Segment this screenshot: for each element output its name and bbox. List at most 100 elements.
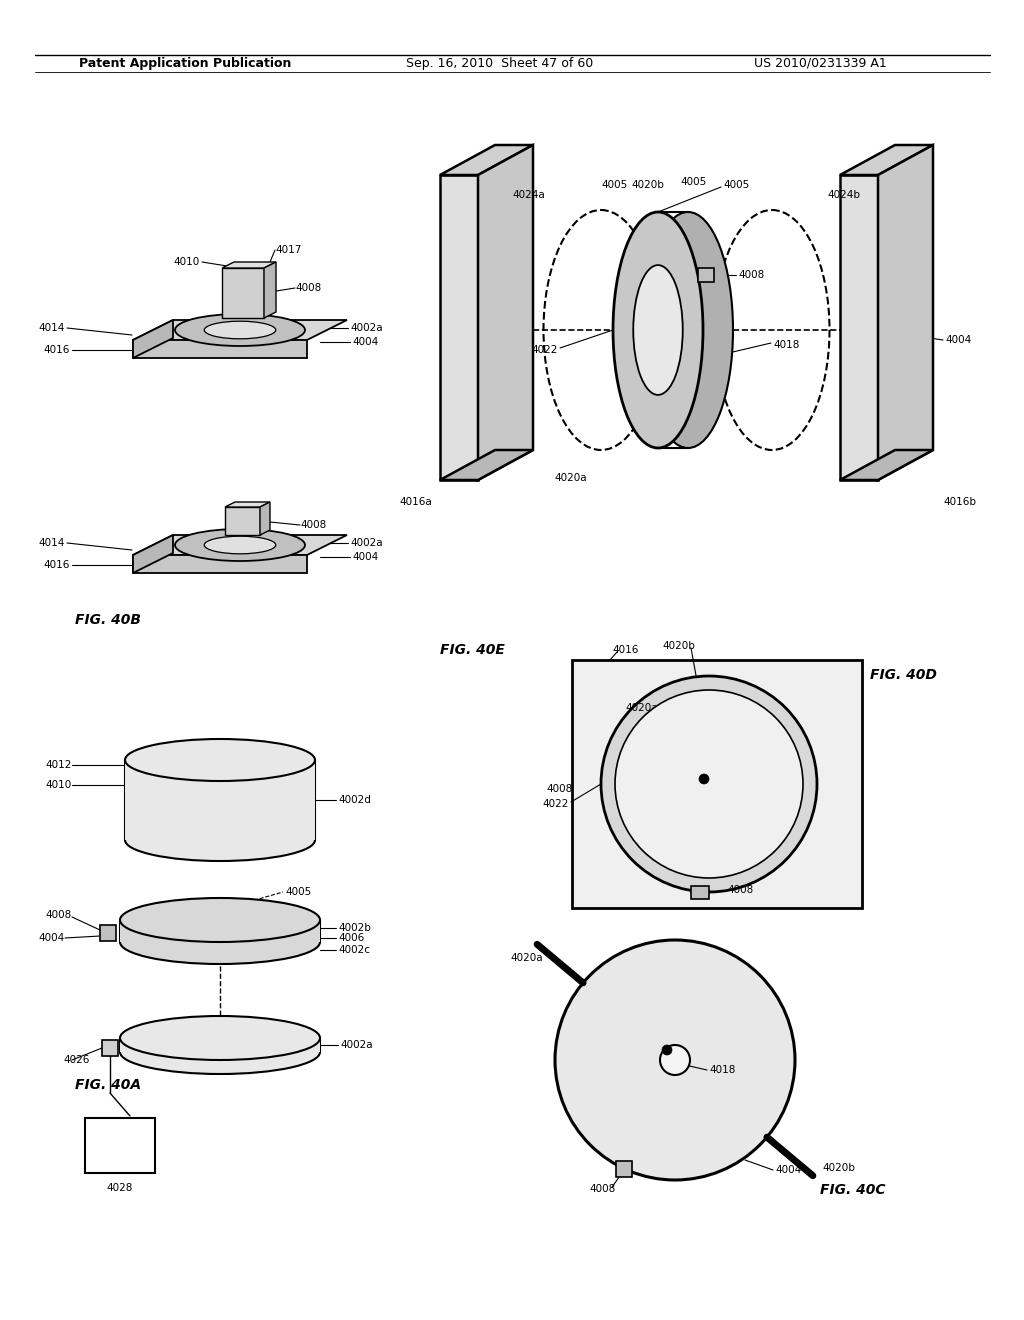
Polygon shape [478, 145, 534, 480]
Bar [690, 886, 709, 899]
Text: FIG. 40D: FIG. 40D [870, 668, 937, 682]
Ellipse shape [125, 739, 315, 781]
Polygon shape [440, 450, 534, 480]
Ellipse shape [613, 213, 703, 447]
Text: 4020a: 4020a [511, 953, 544, 964]
Circle shape [699, 774, 709, 784]
Text: 4020b: 4020b [663, 642, 695, 651]
Text: 4010: 4010 [174, 257, 200, 267]
Polygon shape [222, 268, 264, 318]
Text: 4028: 4028 [106, 1183, 133, 1193]
Polygon shape [440, 145, 534, 176]
Circle shape [615, 690, 803, 878]
Text: 4024b: 4024b [827, 190, 860, 201]
Text: 4002a: 4002a [350, 323, 383, 333]
Polygon shape [225, 502, 270, 507]
Polygon shape [125, 760, 315, 840]
Text: 4005: 4005 [285, 887, 311, 898]
Text: 4005: 4005 [723, 180, 750, 190]
Polygon shape [133, 535, 173, 573]
Text: 4004: 4004 [352, 552, 378, 562]
Text: 4016b: 4016b [943, 498, 976, 507]
Text: 4004: 4004 [775, 1166, 801, 1175]
Ellipse shape [204, 536, 275, 554]
Bar [85, 1118, 155, 1173]
Text: FIG. 40B: FIG. 40B [75, 612, 141, 627]
Text: Sep. 16, 2010  Sheet 47 of 60: Sep. 16, 2010 Sheet 47 of 60 [407, 57, 594, 70]
Circle shape [555, 940, 795, 1180]
Ellipse shape [175, 529, 305, 561]
Text: 4018: 4018 [754, 804, 780, 814]
Ellipse shape [125, 818, 315, 861]
Ellipse shape [175, 314, 305, 346]
Text: 4022: 4022 [543, 799, 569, 809]
Polygon shape [133, 319, 347, 341]
Polygon shape [840, 176, 878, 480]
Text: 4017: 4017 [275, 246, 301, 255]
Polygon shape [264, 261, 276, 318]
Polygon shape [260, 502, 270, 535]
Bar [100, 925, 116, 941]
Text: 4016: 4016 [612, 645, 638, 655]
Text: FIG. 40C: FIG. 40C [820, 1183, 886, 1197]
Text: 4008: 4008 [46, 909, 72, 920]
Text: 4008: 4008 [728, 884, 754, 895]
Ellipse shape [204, 321, 275, 339]
Bar [698, 268, 714, 282]
Text: 4020a: 4020a [555, 473, 588, 483]
Text: 4004: 4004 [39, 933, 65, 942]
Text: 4006: 4006 [338, 933, 365, 942]
Text: 4008: 4008 [589, 1184, 615, 1193]
Text: 4004: 4004 [945, 335, 971, 345]
Text: 4005: 4005 [680, 177, 707, 187]
Text: 4008: 4008 [300, 520, 327, 531]
Ellipse shape [633, 265, 683, 395]
Polygon shape [878, 145, 933, 480]
Circle shape [601, 676, 817, 892]
Text: 4005: 4005 [601, 180, 628, 190]
Ellipse shape [120, 920, 319, 964]
Ellipse shape [120, 1030, 319, 1074]
Text: 4016a: 4016a [399, 498, 432, 507]
Polygon shape [133, 319, 173, 358]
Polygon shape [225, 507, 260, 535]
Text: 4016: 4016 [44, 345, 70, 355]
Circle shape [662, 1045, 672, 1055]
Text: 4008: 4008 [547, 784, 573, 795]
Text: Patent Application Publication: Patent Application Publication [79, 57, 291, 70]
Text: 4014: 4014 [39, 323, 65, 333]
Ellipse shape [120, 898, 319, 942]
Ellipse shape [120, 1016, 319, 1060]
Text: 4012: 4012 [46, 760, 72, 770]
Text: 4024a: 4024a [513, 190, 546, 201]
Polygon shape [840, 450, 933, 480]
Polygon shape [133, 341, 307, 358]
Polygon shape [840, 145, 933, 176]
Polygon shape [120, 1038, 319, 1052]
Circle shape [660, 1045, 690, 1074]
Text: 4008: 4008 [738, 271, 764, 280]
Text: 4026: 4026 [63, 1055, 90, 1065]
Text: 4018: 4018 [773, 341, 800, 350]
Bar [572, 660, 862, 908]
Text: 4020b: 4020b [823, 1163, 856, 1172]
Polygon shape [133, 535, 347, 554]
Text: 4014: 4014 [39, 539, 65, 548]
Text: 4010: 4010 [46, 780, 72, 789]
Bar [102, 1040, 118, 1056]
Text: 4022: 4022 [531, 345, 558, 355]
Text: 4004: 4004 [352, 337, 378, 347]
Ellipse shape [643, 213, 733, 447]
Text: 4002d: 4002d [338, 795, 371, 805]
Polygon shape [133, 554, 307, 573]
Text: 4002b: 4002b [338, 923, 371, 933]
Text: 4016: 4016 [44, 560, 70, 570]
Polygon shape [120, 920, 319, 942]
Text: 4002c: 4002c [338, 945, 370, 954]
Text: 4002a: 4002a [340, 1040, 373, 1049]
Text: FIG. 40A: FIG. 40A [75, 1078, 141, 1092]
Text: US 2010/0231339 A1: US 2010/0231339 A1 [754, 57, 887, 70]
Text: FIG. 40E: FIG. 40E [440, 643, 505, 657]
Text: 4020b: 4020b [632, 180, 665, 190]
Polygon shape [222, 261, 276, 268]
